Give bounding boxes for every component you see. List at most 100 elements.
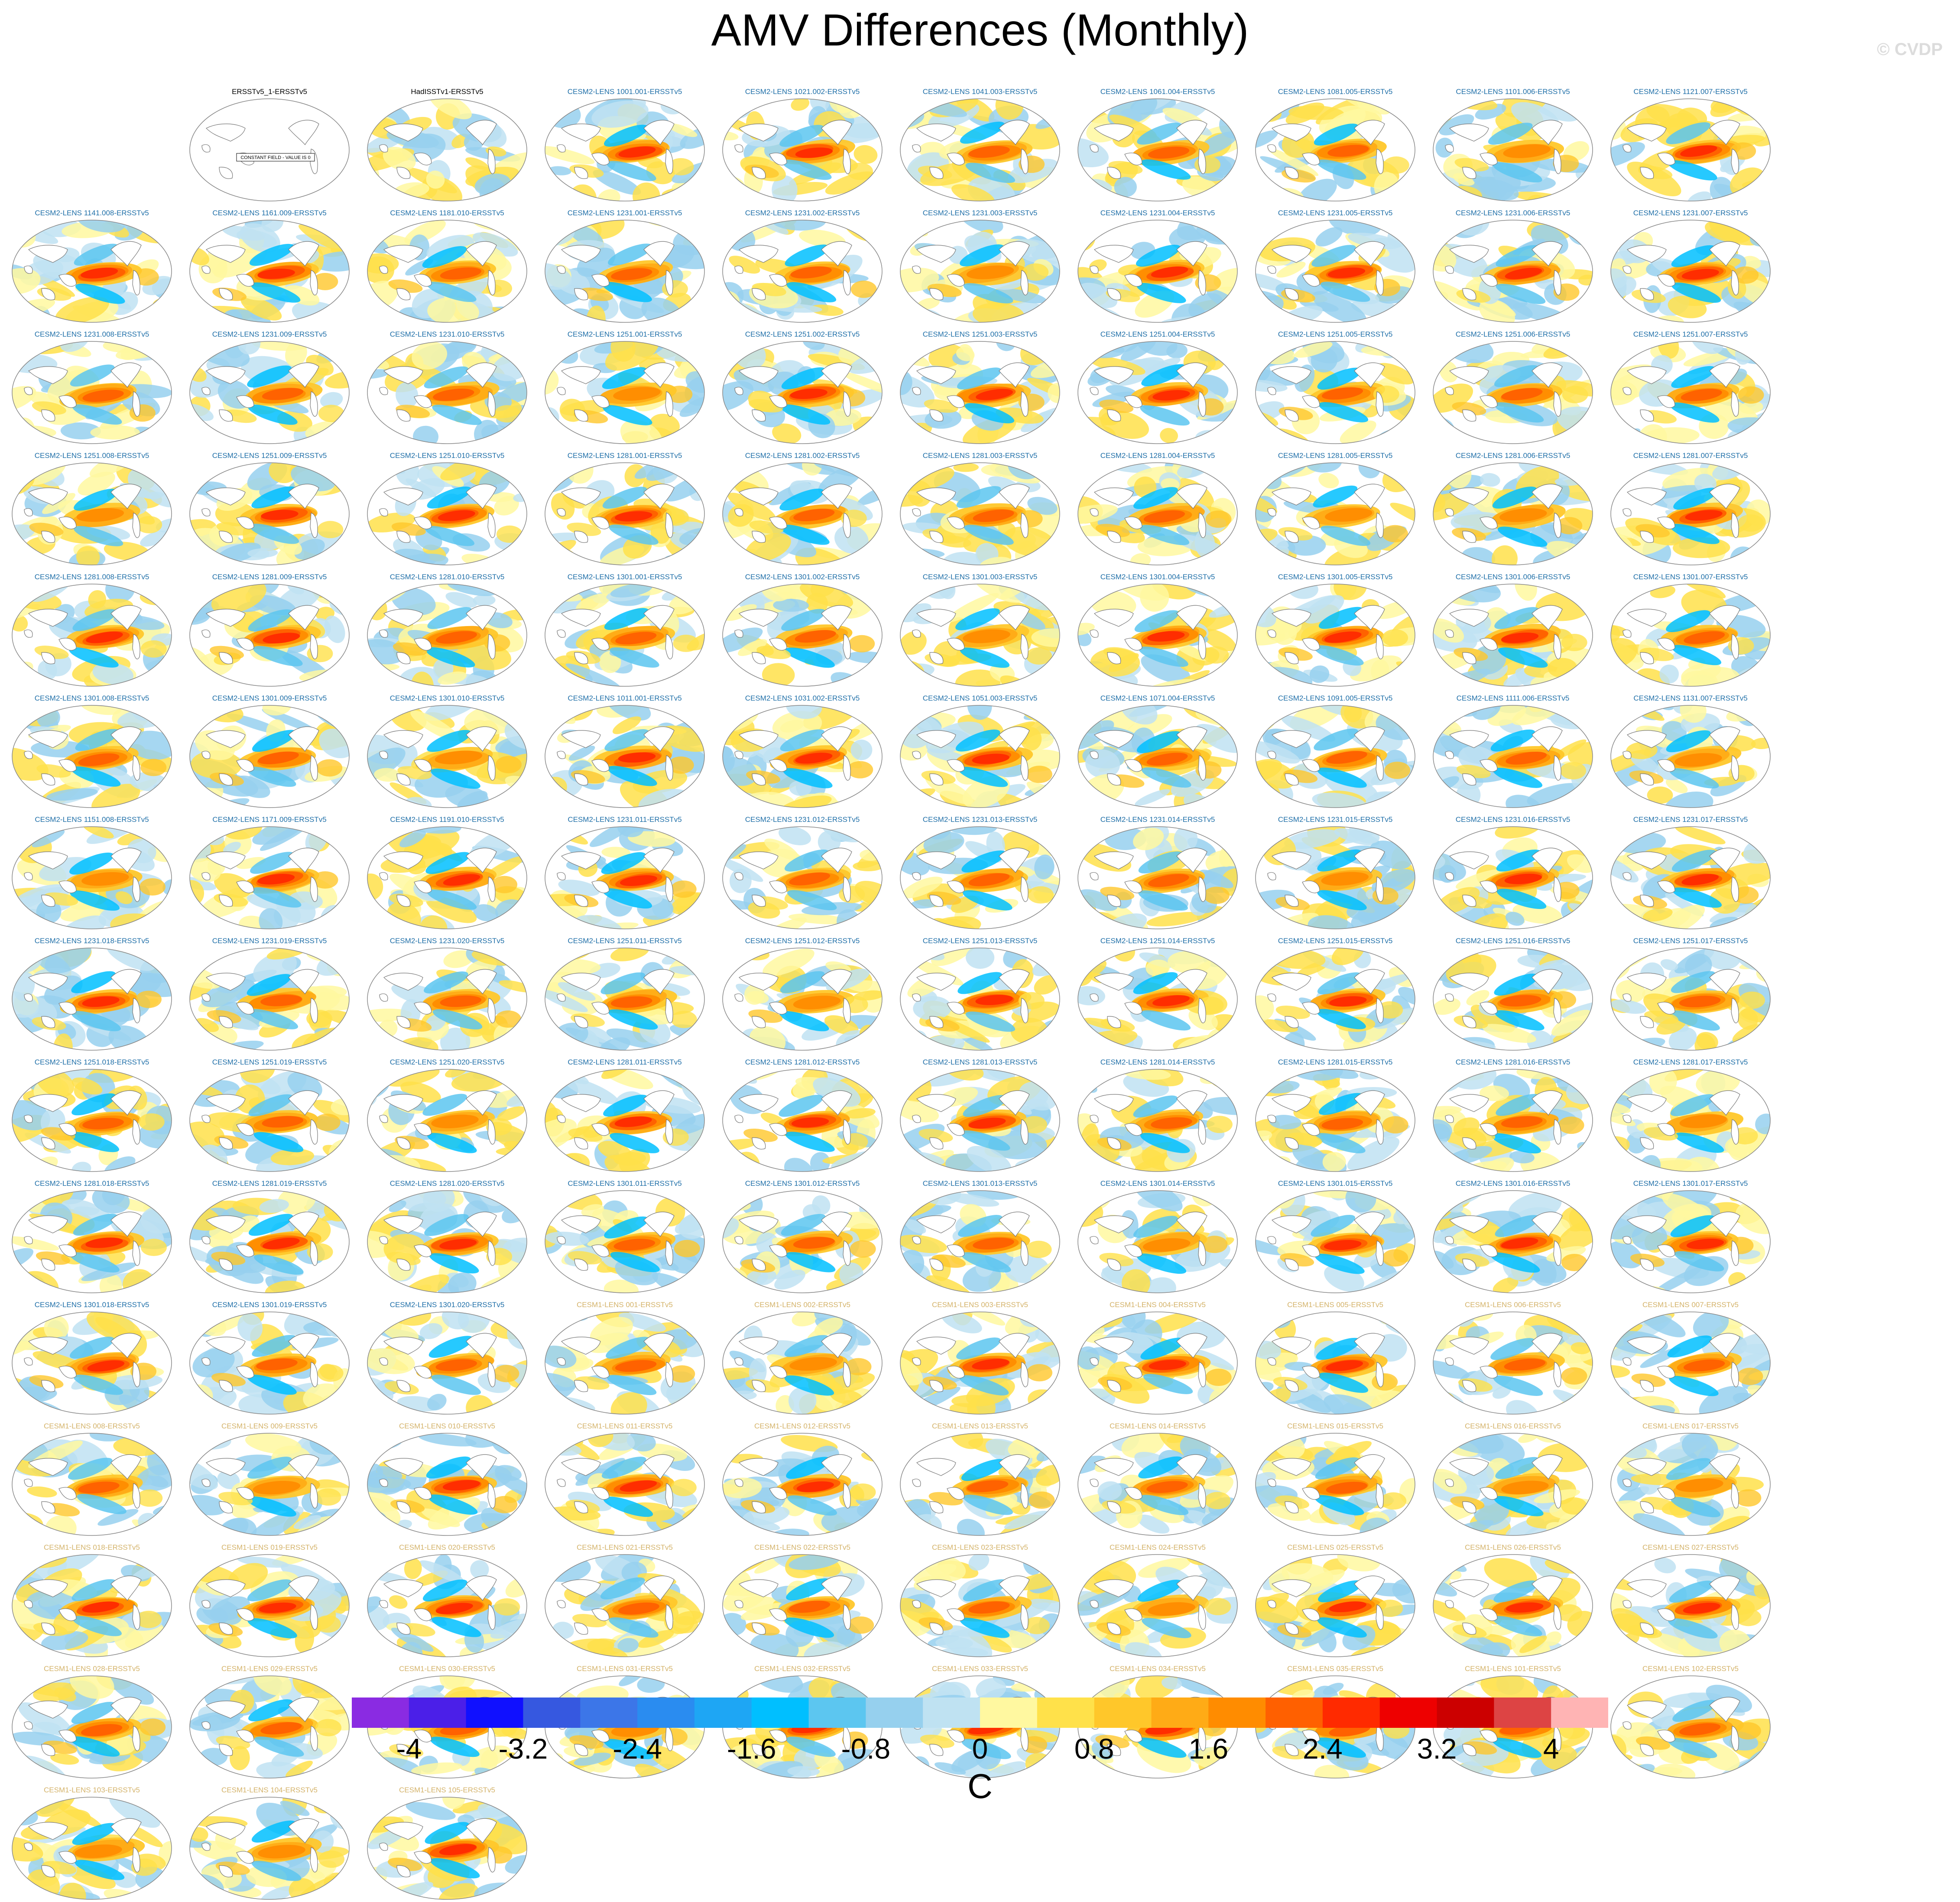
- sst-difference-map: [1610, 1190, 1771, 1294]
- colorbar-tick-label: -2.4: [594, 1731, 681, 1766]
- panel-title: CESM2-LENS 1251.003-ERSSTv5: [893, 329, 1067, 340]
- map-panel: CESM2-LENS 1131.007-ERSSTv5: [1604, 693, 1777, 810]
- map-panel: CESM2-LENS 1301.016-ERSSTv5: [1426, 1178, 1600, 1295]
- colorbar-swatch: [1380, 1698, 1437, 1728]
- panel-title: CESM1-LENS 033-ERSSTv5: [893, 1664, 1067, 1674]
- sst-difference-map: [1610, 1068, 1771, 1172]
- colorbar-swatch: [1094, 1698, 1152, 1728]
- sst-difference-map: [544, 98, 705, 202]
- panel-title: CESM2-LENS 1301.014-ERSSTv5: [1071, 1178, 1244, 1189]
- panel-title: CESM2-LENS 1231.008-ERSSTv5: [5, 329, 178, 340]
- sst-difference-map: [367, 704, 528, 808]
- colorbar-swatch: [580, 1698, 637, 1728]
- map-panel: CESM1-LENS 102-ERSSTv5: [1604, 1664, 1777, 1781]
- map-panel: CESM1-LENS 018-ERSSTv5: [5, 1542, 178, 1659]
- map-panel: CESM2-LENS 1231.001-ERSSTv5: [538, 208, 711, 325]
- sst-difference-map: [1077, 947, 1238, 1051]
- sst-difference-map: [1077, 462, 1238, 566]
- panel-title: CESM2-LENS 1301.015-ERSSTv5: [1249, 1178, 1422, 1189]
- sst-difference-map: [11, 704, 172, 808]
- map-panel: CESM2-LENS 1231.007-ERSSTv5: [1604, 208, 1777, 325]
- panel-title: CESM1-LENS 006-ERSSTv5: [1426, 1300, 1600, 1310]
- map-panel: CESM2-LENS 1231.009-ERSSTv5: [183, 329, 356, 446]
- sst-difference-map: [1255, 1190, 1416, 1294]
- panel-title: CESM2-LENS 1021.002-ERSSTv5: [716, 87, 889, 97]
- colorbar-unit-label: C: [0, 1767, 1960, 1806]
- colorbar-swatch: [466, 1698, 523, 1728]
- map-panel: CESM2-LENS 1251.015-ERSSTv5: [1249, 936, 1422, 1053]
- map-panel: CESM1-LENS 023-ERSSTv5: [893, 1542, 1067, 1659]
- panel-title: CESM2-LENS 1231.013-ERSSTv5: [893, 815, 1067, 825]
- panel-title: CESM2-LENS 1281.009-ERSSTv5: [183, 572, 356, 582]
- map-panel: CESM2-LENS 1251.003-ERSSTv5: [893, 329, 1067, 446]
- sst-difference-map: [1432, 826, 1593, 930]
- panel-title: CESM2-LENS 1281.017-ERSSTv5: [1604, 1057, 1777, 1068]
- sst-difference-map: [1255, 826, 1416, 930]
- sst-difference-map: [1432, 219, 1593, 323]
- panel-title: CESM2-LENS 1151.008-ERSSTv5: [5, 815, 178, 825]
- sst-difference-map: [1255, 1554, 1416, 1658]
- sst-difference-map: [11, 1068, 172, 1172]
- colorbar-swatch: [352, 1698, 409, 1728]
- panel-title: CESM1-LENS 004-ERSSTv5: [1071, 1300, 1244, 1310]
- panel-title: CESM2-LENS 1281.020-ERSSTv5: [360, 1178, 534, 1189]
- sst-difference-map: [722, 1554, 883, 1658]
- sst-difference-map: [11, 1554, 172, 1658]
- sst-difference-map: [1610, 1554, 1771, 1658]
- sst-difference-map: [722, 1190, 883, 1294]
- map-panel: CESM2-LENS 1191.010-ERSSTv5: [360, 815, 534, 932]
- map-panel: CESM2-LENS 1281.002-ERSSTv5: [716, 451, 889, 568]
- panel-title: CESM2-LENS 1231.017-ERSSTv5: [1604, 815, 1777, 825]
- sst-difference-map: [544, 341, 705, 445]
- map-panel: CESM2-LENS 1251.007-ERSSTv5: [1604, 329, 1777, 446]
- panel-title: CESM2-LENS 1251.012-ERSSTv5: [716, 936, 889, 946]
- sst-difference-map: [1255, 704, 1416, 808]
- sst-difference-map: [722, 1068, 883, 1172]
- colorbar-swatch: [1494, 1698, 1551, 1728]
- panel-title: CESM1-LENS 001-ERSSTv5: [538, 1300, 711, 1310]
- map-panel: CESM2-LENS 1301.001-ERSSTv5: [538, 572, 711, 689]
- sst-difference-map: [899, 1554, 1061, 1658]
- map-panel: CESM2-LENS 1251.006-ERSSTv5: [1426, 329, 1600, 446]
- colorbar-swatch: [1323, 1698, 1380, 1728]
- map-panel: CESM2-LENS 1281.003-ERSSTv5: [893, 451, 1067, 568]
- map-panel: CESM2-LENS 1121.007-ERSSTv5: [1604, 87, 1777, 204]
- colorbar-tick-label: 0: [937, 1731, 1023, 1766]
- colorbar-swatch: [1551, 1698, 1608, 1728]
- panel-title: CESM2-LENS 1001.001-ERSSTv5: [538, 87, 711, 97]
- map-panel: CESM1-LENS 029-ERSSTv5: [183, 1664, 356, 1781]
- colorbar-tick-label: -4: [366, 1731, 452, 1766]
- sst-difference-map: [11, 341, 172, 445]
- panel-title: CESM1-LENS 028-ERSSTv5: [5, 1664, 178, 1674]
- sst-difference-map: [544, 1554, 705, 1658]
- sst-difference-map: [189, 1311, 350, 1415]
- sst-difference-map: [899, 98, 1061, 202]
- panel-title: CESM2-LENS 1281.006-ERSSTv5: [1426, 451, 1600, 461]
- panel-title: CESM2-LENS 1231.014-ERSSTv5: [1071, 815, 1244, 825]
- panel-title: CESM2-LENS 1301.003-ERSSTv5: [893, 572, 1067, 582]
- map-panel: CESM2-LENS 1281.014-ERSSTv5: [1071, 1057, 1244, 1174]
- map-panel: CESM2-LENS 1281.004-ERSSTv5: [1071, 451, 1244, 568]
- sst-difference-map: [1255, 1311, 1416, 1415]
- map-panel: CESM2-LENS 1301.008-ERSSTv5: [5, 693, 178, 810]
- sst-difference-map: [11, 1190, 172, 1294]
- panel-title: CESM2-LENS 1281.004-ERSSTv5: [1071, 451, 1244, 461]
- panel-title: CESM1-LENS 010-ERSSTv5: [360, 1421, 534, 1431]
- sst-difference-map: [1432, 98, 1593, 202]
- sst-difference-map: [189, 219, 350, 323]
- sst-difference-map: [189, 1432, 350, 1536]
- panel-title: CESM1-LENS 025-ERSSTv5: [1249, 1542, 1422, 1553]
- colorbar-tick-label: 3.2: [1394, 1731, 1480, 1766]
- sst-difference-map: [1432, 1554, 1593, 1658]
- map-panel: CESM1-LENS 004-ERSSTv5: [1071, 1300, 1244, 1417]
- panel-title: CESM2-LENS 1031.002-ERSSTv5: [716, 693, 889, 704]
- panel-title: HadISSTv1-ERSSTv5: [360, 87, 534, 97]
- sst-difference-map: CONSTANT FIELD - VALUE IS 0: [189, 98, 350, 202]
- panel-title: CESM1-LENS 029-ERSSTv5: [183, 1664, 356, 1674]
- map-panel: CESM2-LENS 1231.018-ERSSTv5: [5, 936, 178, 1053]
- map-panel: CESM2-LENS 1231.017-ERSSTv5: [1604, 815, 1777, 932]
- panel-title: CESM2-LENS 1301.001-ERSSTv5: [538, 572, 711, 582]
- map-panel: CESM2-LENS 1301.010-ERSSTv5: [360, 693, 534, 810]
- map-panel: CESM1-LENS 010-ERSSTv5: [360, 1421, 534, 1538]
- map-panel: CESM1-LENS 013-ERSSTv5: [893, 1421, 1067, 1538]
